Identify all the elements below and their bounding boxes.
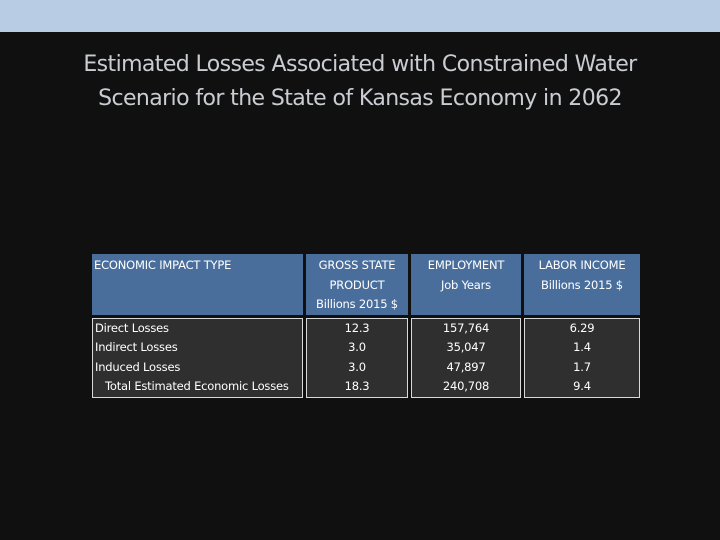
row-labels-cell: Direct Losses Indirect Losses Induced Lo… bbox=[92, 317, 303, 398]
gsp-induced: 3.0 bbox=[348, 359, 366, 374]
gsp-direct: 12.3 bbox=[344, 320, 370, 335]
gsp-total: 18.3 bbox=[344, 379, 370, 393]
economic-impact-table: ECONOMIC IMPACT TYPE GROSS STATE PRODUCT… bbox=[89, 251, 643, 401]
slide-title-line-1: Estimated Losses Associated with Constra… bbox=[83, 52, 637, 77]
labor-income-direct: 6.29 bbox=[569, 320, 595, 335]
gross-state-product-values: 12.3 3.0 3.0 18.3 bbox=[306, 317, 408, 398]
employment-values: 157,764 35,047 47,897 240,708 bbox=[411, 317, 521, 398]
gsp-indirect: 3.0 bbox=[348, 340, 366, 354]
slide-title: Estimated Losses Associated with Constra… bbox=[40, 48, 680, 116]
employment-direct: 157,764 bbox=[442, 320, 490, 335]
top-accent-band bbox=[0, 0, 720, 32]
table-body-row: Direct Losses Indirect Losses Induced Lo… bbox=[92, 317, 640, 398]
row-label-total: Total Estimated Economic Losses bbox=[105, 379, 289, 393]
labor-income-total: 9.4 bbox=[573, 379, 591, 393]
header-impact-type: ECONOMIC IMPACT TYPE bbox=[92, 254, 303, 315]
header-row: ECONOMIC IMPACT TYPE GROSS STATE PRODUCT… bbox=[92, 254, 640, 315]
labor-income-values: 6.29 1.4 1.7 9.4 bbox=[524, 317, 640, 398]
row-label-induced: Induced Losses bbox=[95, 359, 181, 374]
employment-total: 240,708 bbox=[442, 379, 490, 393]
employment-indirect: 35,047 bbox=[446, 340, 486, 354]
header-labor-income: LABOR INCOME Billions 2015 $ bbox=[524, 254, 640, 315]
row-label-direct: Direct Losses bbox=[95, 320, 169, 335]
header-employment: EMPLOYMENT Job Years bbox=[411, 254, 521, 315]
header-gross-state-product: GROSS STATE PRODUCT Billions 2015 $ bbox=[306, 254, 408, 315]
labor-income-indirect: 1.4 bbox=[573, 340, 591, 354]
row-label-indirect: Indirect Losses bbox=[95, 340, 178, 354]
labor-income-induced: 1.7 bbox=[573, 359, 591, 374]
employment-induced: 47,897 bbox=[446, 359, 486, 374]
slide-title-line-2: Scenario for the State of Kansas Economy… bbox=[98, 86, 622, 111]
